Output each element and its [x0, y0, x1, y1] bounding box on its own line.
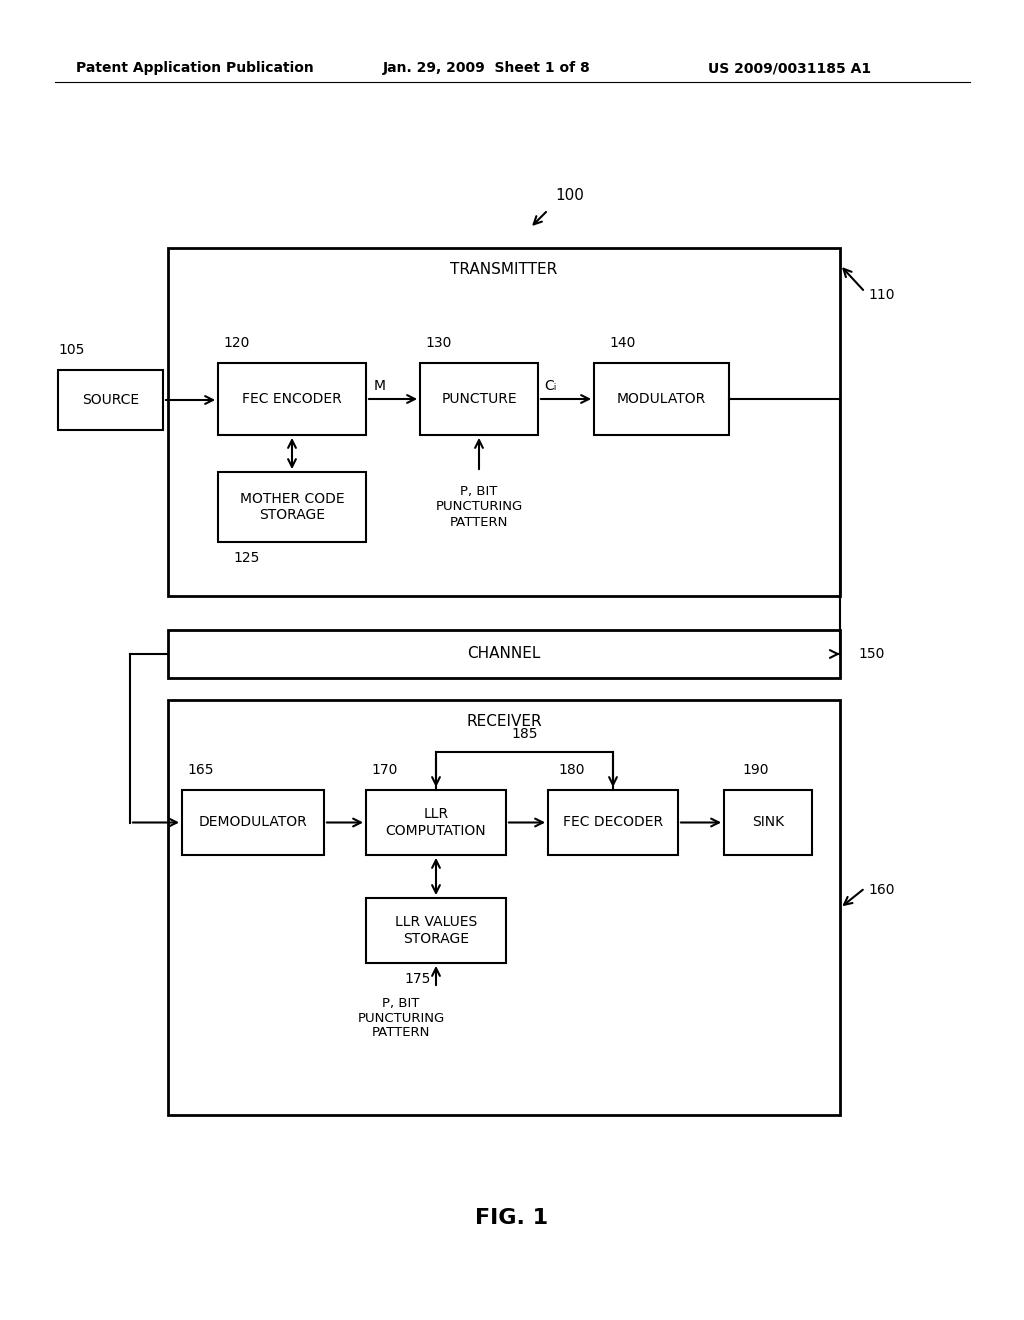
- Text: 160: 160: [868, 883, 895, 898]
- Text: 150: 150: [858, 647, 885, 661]
- Text: PUNCTURE: PUNCTURE: [441, 392, 517, 407]
- Text: 105: 105: [58, 343, 84, 356]
- Text: FEC DECODER: FEC DECODER: [563, 816, 664, 829]
- Text: FIG. 1: FIG. 1: [475, 1208, 549, 1228]
- Text: 185: 185: [511, 727, 538, 741]
- Bar: [182, 789, 324, 855]
- Text: 175: 175: [404, 972, 430, 986]
- Bar: [168, 248, 840, 597]
- Bar: [724, 789, 812, 855]
- Text: FEC ENCODER: FEC ENCODER: [242, 392, 342, 407]
- Bar: [366, 898, 506, 964]
- Text: 180: 180: [558, 763, 585, 777]
- Text: DEMODULATOR: DEMODULATOR: [199, 816, 307, 829]
- Text: 125: 125: [233, 550, 259, 565]
- Bar: [218, 363, 366, 436]
- Text: Patent Application Publication: Patent Application Publication: [76, 61, 314, 75]
- Text: US 2009/0031185 A1: US 2009/0031185 A1: [709, 61, 871, 75]
- Text: CHANNEL: CHANNEL: [467, 647, 541, 661]
- Text: 120: 120: [223, 337, 250, 350]
- Bar: [420, 363, 538, 436]
- Text: MOTHER CODE
STORAGE: MOTHER CODE STORAGE: [240, 492, 344, 523]
- Text: LLR VALUES
STORAGE: LLR VALUES STORAGE: [395, 915, 477, 945]
- Text: LLR
COMPUTATION: LLR COMPUTATION: [386, 808, 486, 838]
- Text: 165: 165: [187, 763, 213, 777]
- Text: 130: 130: [425, 337, 452, 350]
- Text: 140: 140: [609, 337, 635, 350]
- Text: Jan. 29, 2009  Sheet 1 of 8: Jan. 29, 2009 Sheet 1 of 8: [383, 61, 591, 75]
- Bar: [548, 789, 678, 855]
- Text: Cᵢ: Cᵢ: [544, 379, 556, 393]
- Bar: [168, 700, 840, 1115]
- Text: 190: 190: [742, 763, 768, 777]
- Text: 170: 170: [371, 763, 397, 777]
- Bar: [218, 473, 366, 543]
- Text: TRANSMITTER: TRANSMITTER: [451, 263, 558, 277]
- Text: P, BIT
PUNCTURING
PATTERN: P, BIT PUNCTURING PATTERN: [435, 486, 522, 528]
- Text: 110: 110: [868, 288, 895, 302]
- Text: M: M: [374, 379, 386, 393]
- Bar: [168, 630, 840, 678]
- Text: P, BIT
PUNCTURING
PATTERN: P, BIT PUNCTURING PATTERN: [357, 997, 444, 1040]
- Text: 100: 100: [555, 187, 584, 202]
- Text: RECEIVER: RECEIVER: [466, 714, 542, 730]
- Text: MODULATOR: MODULATOR: [616, 392, 707, 407]
- Text: SOURCE: SOURCE: [82, 393, 139, 407]
- Bar: [58, 370, 163, 430]
- Text: SINK: SINK: [752, 816, 784, 829]
- Bar: [594, 363, 729, 436]
- Bar: [366, 789, 506, 855]
